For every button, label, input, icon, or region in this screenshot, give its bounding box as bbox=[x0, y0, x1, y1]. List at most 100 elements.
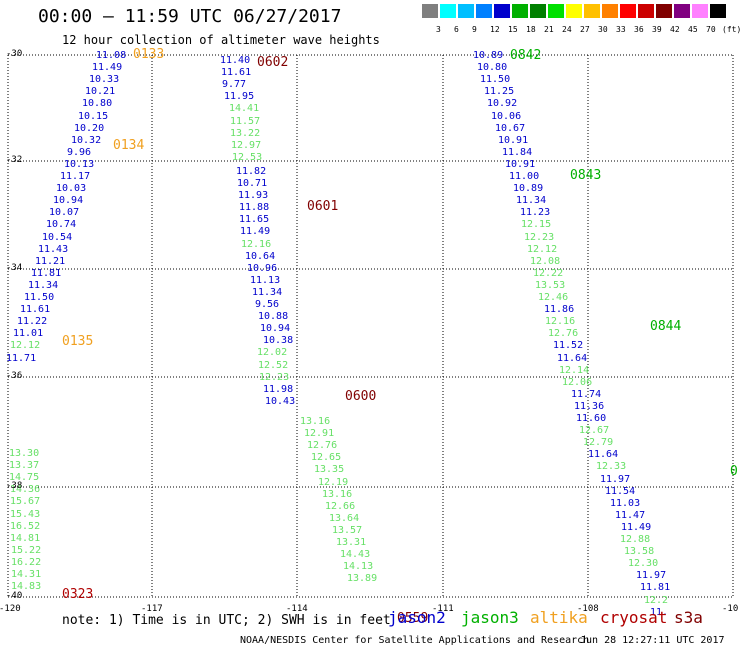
pass-time-label: 0323 bbox=[62, 587, 94, 602]
wave-height-label: 12.52 bbox=[258, 360, 289, 371]
wave-height-label: 10.71 bbox=[237, 178, 268, 189]
wave-height-label: 11.21 bbox=[35, 256, 66, 267]
latitude-label: -40 bbox=[6, 591, 23, 601]
legend-jason3: jason3 bbox=[461, 608, 519, 627]
wave-height-label: 9.96 bbox=[67, 147, 92, 158]
wave-height-label: 14.75 bbox=[9, 472, 40, 483]
latitude-label: -30 bbox=[6, 49, 23, 59]
pass-time-label: 0843 bbox=[570, 168, 602, 183]
pass-time-label: 0135 bbox=[62, 334, 94, 349]
wave-height-label: 11.60 bbox=[576, 413, 607, 424]
legend-s3a: s3a bbox=[674, 608, 703, 627]
wave-height-label: 10.21 bbox=[85, 86, 116, 97]
wave-height-label: 11.97 bbox=[600, 474, 631, 485]
colorbar-swatch bbox=[458, 4, 474, 18]
wave-height-label: 15.43 bbox=[10, 509, 41, 520]
wave-height-label: 11.52 bbox=[553, 340, 584, 351]
colorbar-label: 6 bbox=[454, 25, 459, 34]
latitude-label: -32 bbox=[6, 155, 23, 165]
pass-time-label: 0601 bbox=[307, 199, 339, 214]
colorbar-swatch bbox=[638, 4, 654, 18]
wave-height-label: 11.64 bbox=[588, 449, 619, 460]
wave-height-label: 13.16 bbox=[300, 416, 331, 427]
wave-height-label: 13.57 bbox=[332, 525, 363, 536]
wave-height-label: 11.81 bbox=[640, 582, 671, 593]
latitude-label: -34 bbox=[6, 263, 23, 273]
wave-height-label: 11.34 bbox=[516, 195, 547, 206]
wave-height-label: 10.67 bbox=[495, 123, 526, 134]
wave-height-label: 10.13 bbox=[64, 159, 95, 170]
wave-height-label: 13.30 bbox=[9, 448, 40, 459]
wave-height-label: 12.14 bbox=[559, 365, 590, 376]
wave-height-label: 11.00 bbox=[509, 171, 540, 182]
pass-time-label: 0602 bbox=[257, 55, 289, 70]
pass-time-label: 0134 bbox=[113, 138, 145, 153]
generated-timestamp: Jun 28 12:27:11 UTC 2017 bbox=[580, 635, 725, 646]
wave-height-label: 11.86 bbox=[544, 304, 575, 315]
wave-height-label: 9.56 bbox=[255, 299, 280, 310]
wave-height-label: 10.20 bbox=[74, 123, 105, 134]
wave-height-label: 13.16 bbox=[322, 489, 353, 500]
wave-height-label: 10.15 bbox=[78, 111, 109, 122]
wave-height-label: 10.91 bbox=[505, 159, 536, 170]
wave-height-label: 12.30 bbox=[628, 558, 659, 569]
wave-height-label: 11.03 bbox=[610, 498, 641, 509]
wave-height-label: 11.88 bbox=[239, 202, 270, 213]
legend-altika: altika bbox=[530, 608, 588, 627]
wave-height-label: 11.40 bbox=[220, 55, 251, 66]
colorbar-label: 3 bbox=[436, 25, 441, 34]
wave-height-label: 12.16 bbox=[545, 316, 576, 327]
wave-height-label: 11.50 bbox=[24, 292, 55, 303]
wave-height-label: 12.16 bbox=[241, 239, 272, 250]
pass-time-label: 0600 bbox=[345, 389, 377, 404]
longitude-label: -120 bbox=[0, 604, 21, 614]
colorbar-swatch bbox=[530, 4, 546, 18]
wave-height-label: 11.49 bbox=[240, 226, 271, 237]
wave-height-label: 11.25 bbox=[484, 86, 515, 97]
wave-height-label: 9.77 bbox=[222, 79, 247, 90]
wave-height-label: 10.94 bbox=[260, 323, 291, 334]
colorbar-label: 27 bbox=[580, 25, 590, 34]
wave-height-label: 11.34 bbox=[28, 280, 59, 291]
legend-cryosat: cryosat bbox=[600, 608, 668, 627]
wave-height-label: 11.49 bbox=[92, 62, 123, 73]
colorbar-label: 9 bbox=[472, 25, 477, 34]
wave-height-label: 12.97 bbox=[231, 140, 262, 151]
chart-subtitle: 12 hour collection of altimeter wave hei… bbox=[62, 33, 380, 47]
wave-height-label: 12.2 bbox=[644, 595, 669, 606]
wave-height-label: 11.74 bbox=[571, 389, 602, 400]
colorbar-label: 36 bbox=[634, 25, 644, 34]
wave-height-label: 11.95 bbox=[224, 91, 255, 102]
longitude-label: -108 bbox=[577, 604, 599, 614]
wave-height-label: 12.02 bbox=[257, 347, 288, 358]
wave-height-label: 12.66 bbox=[325, 501, 356, 512]
colorbar-swatch bbox=[494, 4, 510, 18]
colorbar-swatch bbox=[674, 4, 690, 18]
pass-time-label: 0844 bbox=[650, 319, 682, 334]
colorbar-label: 15 bbox=[508, 25, 518, 34]
wave-height-label: 16.22 bbox=[11, 557, 42, 568]
wave-height-label: 12.15 bbox=[521, 219, 552, 230]
wave-height-label: 11.65 bbox=[239, 214, 270, 225]
wave-height-label: 11.17 bbox=[60, 171, 91, 182]
colorbar-swatch bbox=[476, 4, 492, 18]
wave-height-label: 11.93 bbox=[238, 190, 269, 201]
colorbar-swatch bbox=[422, 4, 438, 18]
wave-height-label: 13.58 bbox=[624, 546, 655, 557]
wave-height-label: 12.67 bbox=[579, 425, 610, 436]
wave-height-label: 11.01 bbox=[13, 328, 44, 339]
wave-height-label: 12.53 bbox=[232, 152, 263, 163]
wave-height-label: 11.34 bbox=[252, 287, 283, 298]
wave-height-label: 10.74 bbox=[46, 219, 77, 230]
wave-height-label: 12.33 bbox=[596, 461, 627, 472]
wave-height-label: 10.89 bbox=[473, 50, 504, 61]
wave-height-label: 10.03 bbox=[56, 183, 87, 194]
wave-height-label: 13.64 bbox=[329, 513, 360, 524]
wave-height-label: 12.12 bbox=[10, 340, 41, 351]
longitude-label: -117 bbox=[141, 604, 163, 614]
chart-title: 00:00 — 11:59 UTC 06/27/2017 bbox=[38, 6, 342, 27]
wave-height-label: 12.76 bbox=[548, 328, 579, 339]
wave-height-label: 10.54 bbox=[42, 232, 73, 243]
wave-height-label: 13.37 bbox=[9, 460, 40, 471]
